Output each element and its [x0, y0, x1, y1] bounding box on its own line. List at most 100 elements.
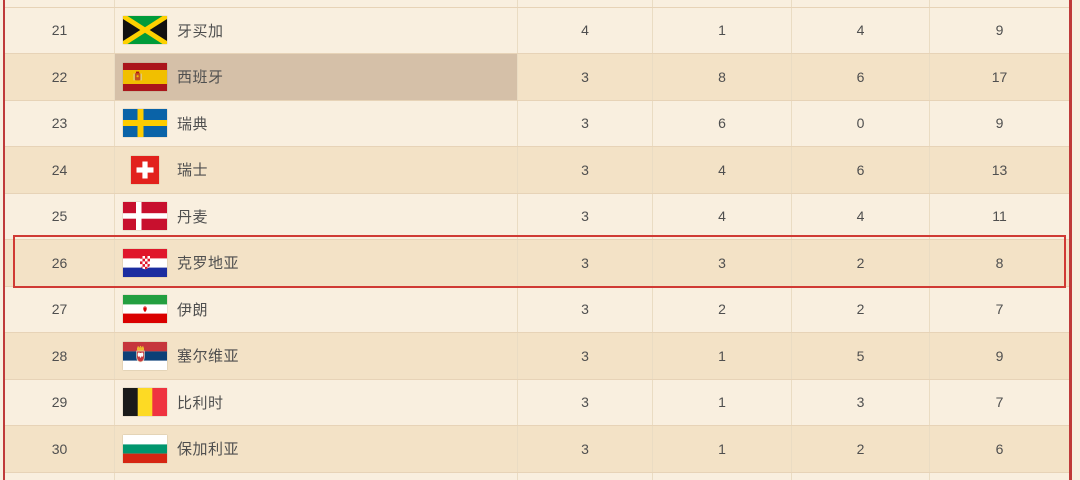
country-cell	[115, 472, 518, 480]
total-count-cell: 8	[995, 254, 1004, 271]
gold-count-cell: 3	[518, 286, 653, 332]
partial-row-top	[5, 0, 1069, 8]
country-cell[interactable]: 丹麦	[115, 193, 518, 239]
silver-count-cell: 6	[653, 100, 792, 146]
medal-table: 21 牙买加 4 1 4 9 22 西班牙 3 8 6 17 23 瑞典 3 6 0 9 24 瑞士 3 4 6 13 25 丹麦…	[3, 0, 1072, 480]
country-cell[interactable]: 牙买加	[115, 7, 518, 53]
bronze-count-cell: 6	[792, 54, 930, 100]
denmark-flag-icon	[123, 202, 167, 231]
country-cell[interactable]: 克罗地亚	[115, 240, 518, 286]
total-count-cell: 13	[991, 161, 1008, 178]
country-name: 西班牙	[177, 69, 224, 87]
gold-count-cell: 3	[518, 333, 653, 379]
table-row[interactable]: 27 伊朗 3 2 2 7	[5, 286, 1069, 333]
country-name: 保加利亚	[177, 441, 240, 459]
bronze-count-cell: 3	[792, 379, 930, 425]
gold-count-cell: 3	[518, 193, 653, 239]
total-count-cell: 7	[995, 394, 1004, 411]
total-count-cell: 9	[995, 347, 1004, 364]
rank-cell: 23	[5, 100, 115, 146]
total-count-cell: 9	[995, 22, 1004, 39]
total-count-cell: 6	[995, 440, 1004, 457]
table-row[interactable]: 22 西班牙 3 8 6 17	[5, 54, 1069, 101]
silver-count-cell: 1	[653, 426, 792, 472]
silver-count-cell: 8	[653, 54, 792, 100]
country-name: 瑞士	[177, 162, 209, 180]
country-cell[interactable]: 瑞士	[115, 147, 518, 193]
sweden-flag-icon	[123, 109, 167, 138]
serbia-flag-icon	[123, 341, 167, 370]
total-count-cell: 11	[992, 208, 1007, 225]
table-row[interactable]: 23 瑞典 3 6 0 9	[5, 100, 1069, 147]
table-row[interactable]: 24 瑞士 3 4 6 13	[5, 147, 1069, 194]
gold-count-cell	[518, 472, 653, 480]
bronze-count-cell: 5	[792, 333, 930, 379]
country-name: 克罗地亚	[177, 255, 240, 273]
country-cell[interactable]: 西班牙	[115, 54, 518, 100]
rank-cell: 22	[5, 54, 115, 100]
rank-cell: 28	[5, 333, 115, 379]
country-name: 比利时	[177, 394, 224, 412]
silver-count-cell	[653, 0, 792, 7]
silver-count-cell: 4	[653, 147, 792, 193]
country-cell[interactable]: 伊朗	[115, 286, 518, 332]
bronze-count-cell: 2	[792, 240, 930, 286]
gold-count-cell: 3	[518, 54, 653, 100]
gold-count-cell: 3	[518, 147, 653, 193]
gold-count-cell: 4	[518, 7, 653, 53]
gold-count-cell: 3	[518, 100, 653, 146]
bronze-count-cell: 4	[792, 193, 930, 239]
country-name: 瑞典	[177, 115, 209, 133]
total-count-cell	[930, 473, 1069, 480]
rank-cell: 30	[5, 426, 115, 472]
table-row[interactable]: 30 保加利亚 3 1 2 6	[5, 426, 1069, 473]
iran-flag-icon	[123, 295, 167, 324]
table-row[interactable]: 29 比利时 3 1 3 7	[5, 379, 1069, 426]
rank-cell: 25	[5, 193, 115, 239]
silver-count-cell	[653, 472, 792, 480]
country-cell[interactable]: 保加利亚	[115, 426, 518, 472]
silver-count-cell: 2	[653, 286, 792, 332]
rank-cell: 21	[5, 7, 115, 53]
silver-count-cell: 4	[653, 193, 792, 239]
total-count-cell: 7	[995, 301, 1004, 318]
silver-count-cell: 3	[653, 240, 792, 286]
country-cell	[115, 0, 518, 7]
table-row[interactable]: 21 牙买加 4 1 4 9	[5, 7, 1069, 54]
rank-cell: 24	[5, 147, 115, 193]
country-cell[interactable]: 比利时	[115, 379, 518, 425]
total-count-cell	[930, 0, 1069, 7]
switzerland-flag-icon	[123, 155, 167, 184]
bulgaria-flag-icon	[123, 434, 167, 463]
total-count-cell: 17	[991, 68, 1008, 85]
country-name: 塞尔维亚	[177, 348, 240, 366]
country-cell[interactable]: 瑞典	[115, 100, 518, 146]
rank-cell: 27	[5, 286, 115, 332]
rank-cell	[5, 472, 115, 480]
bronze-count-cell: 2	[792, 286, 930, 332]
silver-count-cell: 1	[653, 333, 792, 379]
croatia-flag-icon	[123, 248, 167, 277]
gold-count-cell	[518, 0, 653, 7]
bronze-count-cell	[792, 472, 930, 480]
country-cell[interactable]: 塞尔维亚	[115, 333, 518, 379]
table-row[interactable]: 28 塞尔维亚 3 1 5 9	[5, 333, 1069, 380]
partial-row-bottom	[5, 472, 1069, 480]
bronze-count-cell	[792, 0, 930, 7]
rank-cell: 29	[5, 379, 115, 425]
gold-count-cell: 3	[518, 379, 653, 425]
belgium-flag-icon	[123, 388, 167, 417]
bronze-count-cell: 4	[792, 7, 930, 53]
country-name: 牙买加	[177, 22, 224, 40]
table-row[interactable]: 26 克罗地亚 3 3 2 8	[5, 235, 1069, 288]
gold-count-cell: 3	[518, 426, 653, 472]
silver-count-cell: 1	[653, 7, 792, 53]
jamaica-flag-icon	[123, 16, 167, 45]
country-name: 伊朗	[177, 301, 209, 319]
bronze-count-cell: 0	[792, 100, 930, 146]
rank-cell	[5, 0, 115, 7]
rank-cell: 26	[5, 240, 115, 286]
table-row[interactable]: 25 丹麦 3 4 4 11	[5, 193, 1069, 240]
spain-flag-icon	[123, 62, 167, 91]
